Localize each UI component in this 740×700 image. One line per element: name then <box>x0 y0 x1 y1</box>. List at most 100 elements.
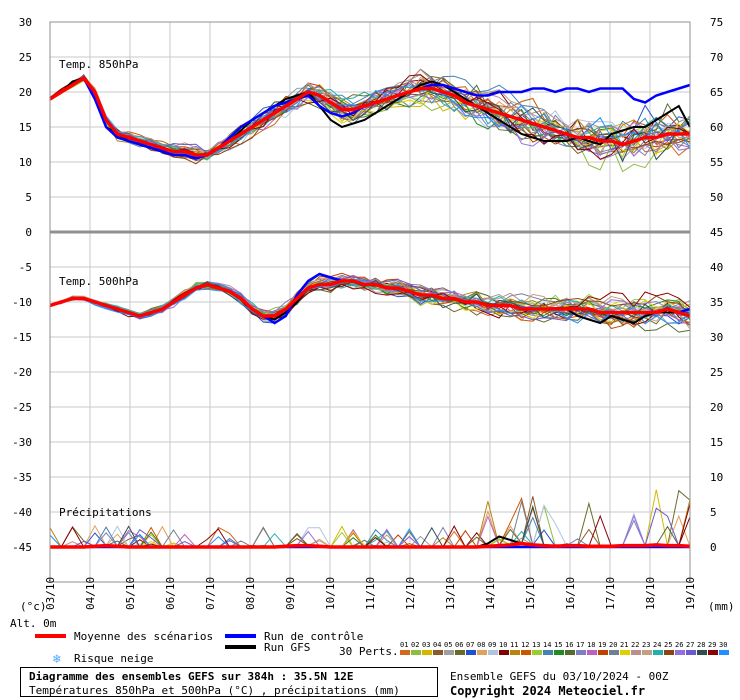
perturbation-swatch <box>631 650 641 655</box>
perturbation-line <box>49 281 691 318</box>
x-tick-label: 08/10 <box>244 577 257 610</box>
right-tick-label: 40 <box>710 261 723 274</box>
right-tick-label: 15 <box>710 436 723 449</box>
perturbation-code: 28 <box>697 641 705 649</box>
left-tick-label: -25 <box>12 401 32 414</box>
panel-title: Précipitations <box>59 506 152 519</box>
perturbation-swatch <box>719 650 729 655</box>
footer-subtitle: Températures 850hPa et 500hPa (°C) , pré… <box>29 684 400 697</box>
panel-title: Temp. 850hPa <box>59 58 138 71</box>
left-tick-label: 15 <box>19 121 32 134</box>
legend-perts-label: 30 Perts. <box>339 645 399 658</box>
perturbation-code: 09 <box>488 641 496 649</box>
right-tick-label: 20 <box>710 401 723 414</box>
x-tick-label: 06/10 <box>164 577 177 610</box>
perturbation-swatch <box>565 650 575 655</box>
perturbation-swatch <box>675 650 685 655</box>
perturbation-code: 03 <box>422 641 430 649</box>
perturbation-code: 21 <box>620 641 628 649</box>
perturbation-code: 13 <box>532 641 540 649</box>
perturbation-code: 02 <box>411 641 419 649</box>
perturbation-swatch <box>433 650 443 655</box>
panel-title: Temp. 500hPa <box>59 275 138 288</box>
perturbation-code: 18 <box>587 641 595 649</box>
perturbation-swatch <box>400 650 410 655</box>
footer-run-info: Ensemble GEFS du 03/10/2024 - 00Z <box>450 670 669 683</box>
left-tick-label: -35 <box>12 471 32 484</box>
perturbation-swatch <box>510 650 520 655</box>
perturbation-swatch <box>488 650 498 655</box>
mean-line <box>50 541 691 549</box>
perturbation-swatch <box>686 650 696 655</box>
x-tick-label: 15/10 <box>524 577 537 610</box>
left-tick-label: 10 <box>19 156 32 169</box>
perturbation-swatch <box>499 650 509 655</box>
perturbation-swatch <box>543 650 553 655</box>
perturbation-code: 26 <box>675 641 683 649</box>
left-tick-label: -15 <box>12 331 32 344</box>
perturbation-swatch <box>697 650 707 655</box>
perturbation-code: 27 <box>686 641 694 649</box>
perturbation-swatch <box>653 650 663 655</box>
left-tick-label: -5 <box>19 261 32 274</box>
left-tick-label: -40 <box>12 506 32 519</box>
perturbation-swatch <box>521 650 531 655</box>
perturbation-code: 24 <box>653 641 661 649</box>
perturbation-swatch <box>609 650 619 655</box>
left-tick-label: 5 <box>25 191 32 204</box>
right-tick-label: 35 <box>710 296 723 309</box>
right-tick-label: 55 <box>710 156 723 169</box>
legend-gfs-label: Run GFS <box>264 641 310 654</box>
perturbation-swatch <box>664 650 674 655</box>
left-tick-label: 0 <box>25 226 32 239</box>
x-tick-label: 04/10 <box>84 577 97 610</box>
snowflake-icon: ❄ <box>52 652 61 667</box>
left-tick-label: -45 <box>12 541 32 554</box>
legend-snow-label: Risque neige <box>74 652 153 665</box>
perturbation-swatch <box>554 650 564 655</box>
perturbation-swatch <box>532 650 542 655</box>
x-tick-label: 03/10 <box>44 577 57 610</box>
right-tick-label: 75 <box>710 16 723 29</box>
right-tick-label: 45 <box>710 226 723 239</box>
legend-control-label: Run de contrôle <box>264 630 363 643</box>
perturbation-code: 29 <box>708 641 716 649</box>
left-tick-label: 25 <box>19 51 32 64</box>
right-tick-label: 70 <box>710 51 723 64</box>
perturbation-swatch <box>477 650 487 655</box>
perturbation-swatch <box>598 650 608 655</box>
perturbation-swatch <box>620 650 630 655</box>
x-tick-label: 18/10 <box>644 577 657 610</box>
left-tick-label: 20 <box>19 86 32 99</box>
mean-line <box>49 279 691 318</box>
left-tick-label: -10 <box>12 296 32 309</box>
right-tick-label: 30 <box>710 331 723 344</box>
perturbation-line <box>49 76 691 154</box>
chart-legend: Moyenne des scénarios Run de contrôleRun … <box>35 630 729 667</box>
perturbation-swatch <box>411 650 421 655</box>
perturbation-code: 08 <box>477 641 485 649</box>
perturbation-code: 25 <box>664 641 672 649</box>
perturbation-code: 19 <box>598 641 606 649</box>
footer-copyright: Copyright 2024 Meteociel.fr <box>450 684 646 698</box>
footer-title: Diagramme des ensembles GEFS sur 384h : … <box>29 670 354 683</box>
perturbation-code: 06 <box>455 641 463 649</box>
perturbation-code: 20 <box>609 641 617 649</box>
perturbation-code: 17 <box>576 641 584 649</box>
x-tick-label: 10/10 <box>324 577 337 610</box>
left-axis-unit: (°c) <box>20 600 47 613</box>
chart-axes <box>49 21 691 583</box>
perturbation-swatch <box>708 650 718 655</box>
perturbation-swatch <box>466 650 476 655</box>
x-tick-label: 05/10 <box>124 577 137 610</box>
perturbation-code: 07 <box>466 641 474 649</box>
perturbation-code: 11 <box>510 641 518 649</box>
x-tick-label: 14/10 <box>484 577 497 610</box>
left-tick-label: -30 <box>12 436 32 449</box>
perturbation-code: 16 <box>565 641 573 649</box>
plot-frame <box>49 21 691 583</box>
perturbation-swatch <box>642 650 652 655</box>
right-axis-unit: (mm) <box>708 600 735 613</box>
perturbation-code: 22 <box>631 641 639 649</box>
